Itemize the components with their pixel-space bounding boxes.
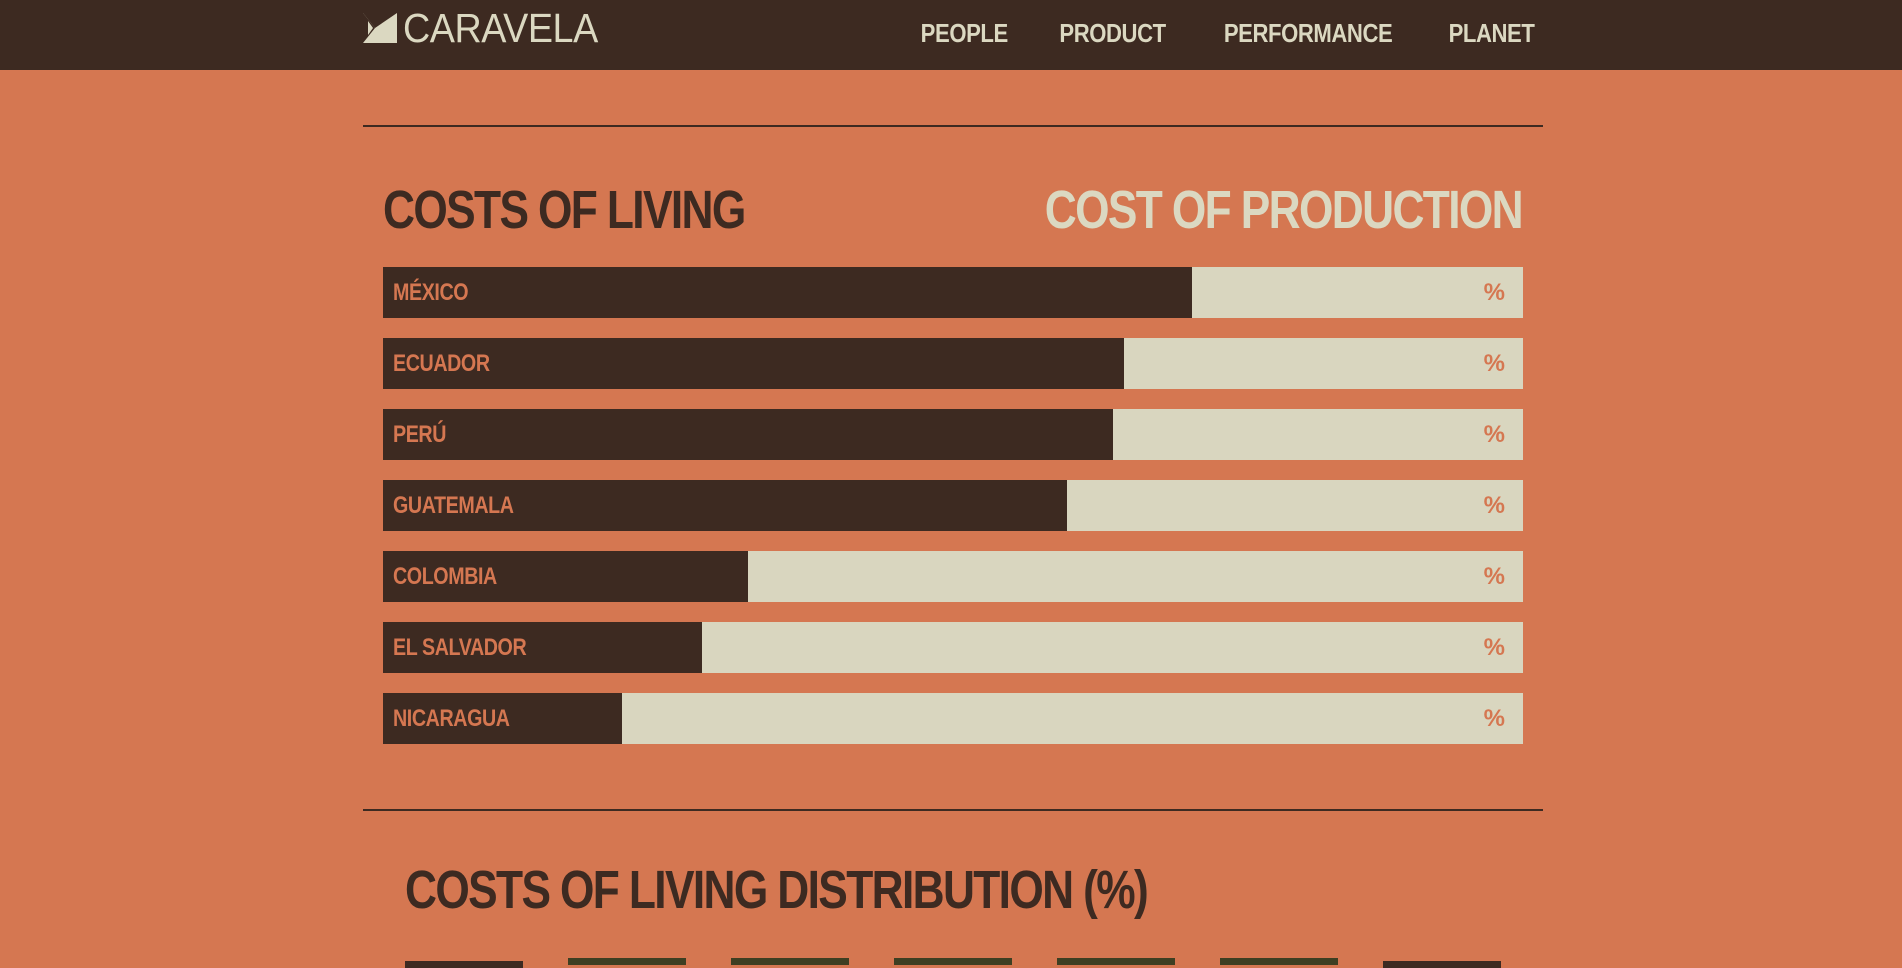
living-cost-fill <box>383 551 748 602</box>
living-cost-fill <box>383 338 1124 389</box>
costs-of-living-heading: COSTS OF LIVING <box>383 180 746 240</box>
divider-middle <box>363 809 1543 811</box>
distribution-heading: COSTS OF LIVING DISTRIBUTION (%) <box>405 860 1149 920</box>
country-label: MÉXICO <box>393 279 469 306</box>
production-pct-label: % <box>1483 492 1505 519</box>
distribution-columns-peek <box>405 958 1505 968</box>
distribution-column <box>568 958 686 965</box>
country-label: COLOMBIA <box>393 563 497 590</box>
living-cost-fill <box>383 267 1193 318</box>
top-navigation-bar: CARAVELA PEOPLE PRODUCT PERFORMANCE PLAN… <box>0 0 1902 70</box>
living-cost-fill <box>383 409 1113 460</box>
brand-name: CARAVELA <box>403 5 598 51</box>
bar-row-nicaragua: NICARAGUA % <box>383 693 1523 744</box>
country-label: ECUADOR <box>393 350 490 377</box>
distribution-column <box>1220 958 1338 965</box>
caravela-flag-icon <box>363 13 397 43</box>
bar-row-mexico: MÉXICO % <box>383 267 1523 318</box>
production-pct-label: % <box>1483 421 1505 448</box>
production-pct-label: % <box>1483 350 1505 377</box>
main-nav: PEOPLE PRODUCT PERFORMANCE PLANET <box>913 16 1542 50</box>
distribution-column <box>1057 958 1175 965</box>
distribution-column <box>731 958 849 965</box>
bar-row-colombia: COLOMBIA % <box>383 551 1523 602</box>
production-pct-label: % <box>1483 563 1505 590</box>
cost-of-production-heading: COST OF PRODUCTION <box>1044 180 1524 240</box>
production-pct-label: % <box>1483 705 1505 732</box>
country-label: NICARAGUA <box>393 705 510 732</box>
nav-item-people[interactable]: PEOPLE <box>920 18 1009 48</box>
country-label: PERÚ <box>393 421 447 448</box>
production-pct-label: % <box>1483 279 1505 306</box>
bar-row-guatemala: GUATEMALA % <box>383 480 1523 531</box>
living-cost-fill <box>383 480 1067 531</box>
bar-row-el-salvador: EL SALVADOR % <box>383 622 1523 673</box>
production-pct-label: % <box>1483 634 1505 661</box>
living-cost-fill <box>383 622 703 673</box>
bar-row-peru: PERÚ % <box>383 409 1523 460</box>
nav-item-performance[interactable]: PERFORMANCE <box>1223 18 1393 48</box>
distribution-column <box>894 958 1012 965</box>
living-cost-fill <box>383 693 623 744</box>
country-label: EL SALVADOR <box>393 634 527 661</box>
brand-logo-link[interactable]: CARAVELA <box>363 5 615 51</box>
divider-top <box>363 125 1543 127</box>
cost-comparison-bars: MÉXICO % ECUADOR % PERÚ % GUATEMALA % CO… <box>383 267 1523 764</box>
country-label: GUATEMALA <box>393 492 514 519</box>
nav-item-product[interactable]: PRODUCT <box>1059 18 1166 48</box>
bar-row-ecuador: ECUADOR % <box>383 338 1523 389</box>
nav-item-planet[interactable]: PLANET <box>1448 18 1535 48</box>
